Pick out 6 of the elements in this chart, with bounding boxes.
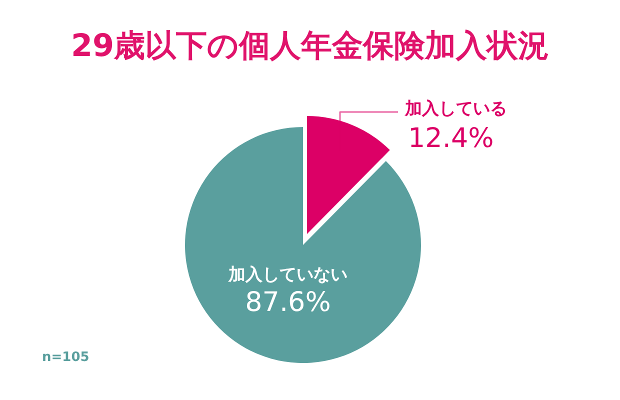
data-label: 12.4% — [408, 123, 494, 154]
slice-label: 加入している — [404, 99, 507, 119]
chart-title: 29歳以下の個人年金保険加入状況 — [70, 28, 550, 64]
text: n=105 — [42, 350, 90, 365]
slice-label: 加入していない — [228, 265, 348, 285]
data-label: 87.6% — [245, 287, 331, 318]
